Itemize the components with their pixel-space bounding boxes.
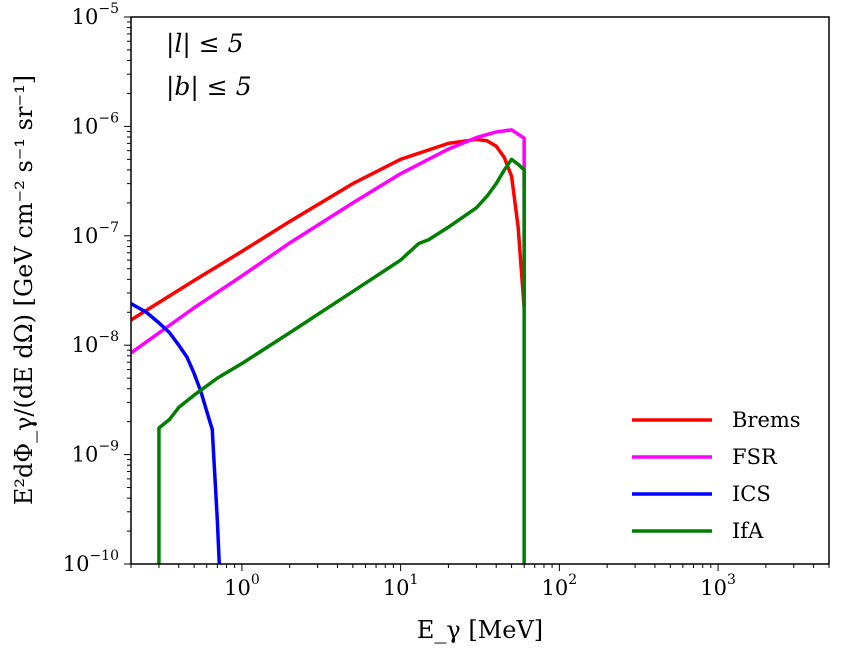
- x-tick-label: 100: [224, 572, 260, 600]
- legend-label-ifa: IfA: [732, 519, 764, 543]
- y-tick-label: 10−6: [72, 110, 119, 138]
- annotation-l: |l| ≤ 5: [166, 29, 244, 59]
- annotation-b: |b| ≤ 5: [166, 72, 252, 102]
- x-tick-label: 101: [383, 572, 419, 600]
- series-ics-line: [131, 302, 222, 564]
- y-tick-label: 10−9: [72, 439, 119, 467]
- series-brems-line: [131, 137, 526, 322]
- y-axis-label: E²dΦ_γ/(dE dΩ) [GeV cm⁻² s⁻¹ sr⁻¹]: [10, 75, 38, 505]
- x-tick-label: 102: [542, 572, 578, 600]
- series-fsr-line: [131, 128, 526, 355]
- legend-label-fsr: FSR: [732, 445, 778, 469]
- x-axis-label: E_γ [MeV]: [417, 616, 543, 644]
- y-tick-label: 10−10: [63, 548, 119, 576]
- y-tick-label: 10−5: [72, 1, 119, 29]
- legend: Brems FSR ICS IfA: [632, 408, 801, 543]
- y-tick-label: 10−8: [72, 329, 119, 357]
- series-layer: [131, 128, 526, 564]
- y-tick-label: 10−7: [72, 220, 119, 248]
- ticks-layer: 100 101 102 103 10−10 10−9 10−8 10−7 10−6 10−5: [63, 1, 830, 600]
- series-ifa-line: [157, 157, 526, 564]
- legend-label-brems: Brems: [732, 408, 801, 432]
- annotations: |l| ≤ 5 |b| ≤ 5: [166, 29, 252, 102]
- x-tick-label: 103: [700, 572, 736, 600]
- plot-frame: [130, 16, 830, 565]
- legend-label-ics: ICS: [732, 482, 771, 506]
